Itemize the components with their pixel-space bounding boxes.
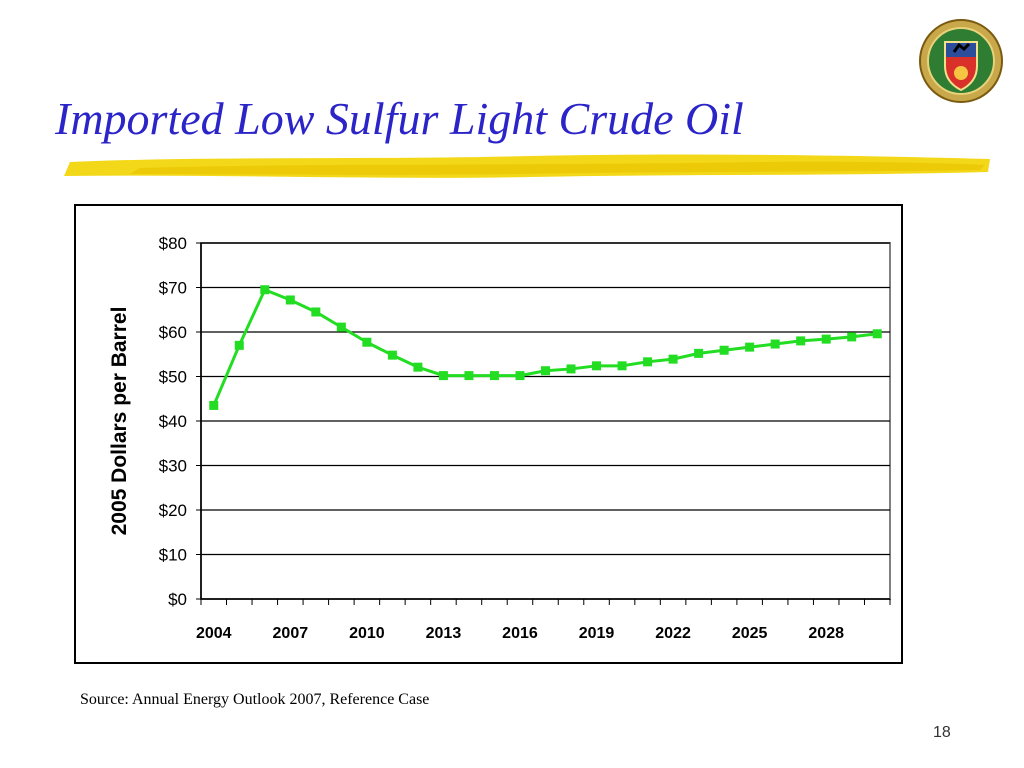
y-tick-label: $30 [159, 457, 187, 476]
chart-frame: $0 $10 $20 $30 $40 $50 $60 $70 $80 2004 2007 2010 20… [74, 204, 903, 664]
data-point [362, 337, 372, 347]
page-number: 18 [933, 724, 951, 741]
source-note: Source: Annual Energy Outlook 2007, Refe… [80, 691, 430, 708]
data-point [413, 362, 423, 372]
data-point [311, 307, 321, 317]
data-point [566, 364, 576, 374]
data-point [464, 371, 474, 381]
y-tick-label: $80 [159, 234, 187, 253]
x-tick-label: 2013 [426, 625, 462, 642]
x-tick-label: 2007 [273, 625, 309, 642]
data-point [872, 329, 882, 339]
y-tick-label: $40 [159, 412, 187, 431]
data-point [617, 361, 627, 371]
data-point [821, 334, 831, 344]
data-point [668, 354, 678, 364]
data-point [438, 371, 448, 381]
x-tick-label: 2016 [502, 625, 538, 642]
y-tick-label: $0 [168, 590, 187, 609]
data-point [770, 339, 780, 349]
slide-title: Imported Low Sulfur Light Crude Oil [55, 93, 744, 144]
data-point [847, 332, 857, 342]
data-point [719, 345, 729, 355]
x-tick-label: 2025 [732, 625, 768, 642]
data-point [234, 340, 244, 350]
x-tick-label: 2004 [196, 625, 232, 642]
y-axis-title: 2005 Dollars per Barrel [108, 307, 131, 536]
data-point [387, 350, 397, 360]
x-tick-label: 2028 [808, 625, 844, 642]
y-tick-label: $20 [159, 501, 187, 520]
x-tick-label: 2019 [579, 625, 615, 642]
data-point [515, 371, 525, 381]
data-point [796, 336, 806, 346]
data-point [694, 348, 704, 358]
data-point [643, 357, 653, 367]
x-tick-label: 2022 [655, 625, 691, 642]
line-chart: $0 $10 $20 $30 $40 $50 $60 $70 $80 2004 2007 2010 20… [108, 234, 891, 642]
title-underline [64, 154, 990, 178]
data-point [285, 295, 295, 305]
data-point [541, 366, 550, 376]
y-tick-label: $60 [159, 323, 187, 342]
data-point [260, 285, 270, 295]
y-tick-label: $50 [159, 368, 187, 387]
underline-stroke-2 [130, 161, 985, 175]
seal-logo [919, 19, 1003, 103]
data-point [336, 322, 346, 332]
y-tick-label: $70 [159, 279, 187, 298]
x-tick-label: 2010 [349, 625, 385, 642]
data-point [592, 361, 602, 371]
data-point [489, 371, 499, 381]
y-tick-label: $10 [159, 546, 187, 565]
data-point [745, 342, 755, 352]
data-point [209, 400, 219, 410]
